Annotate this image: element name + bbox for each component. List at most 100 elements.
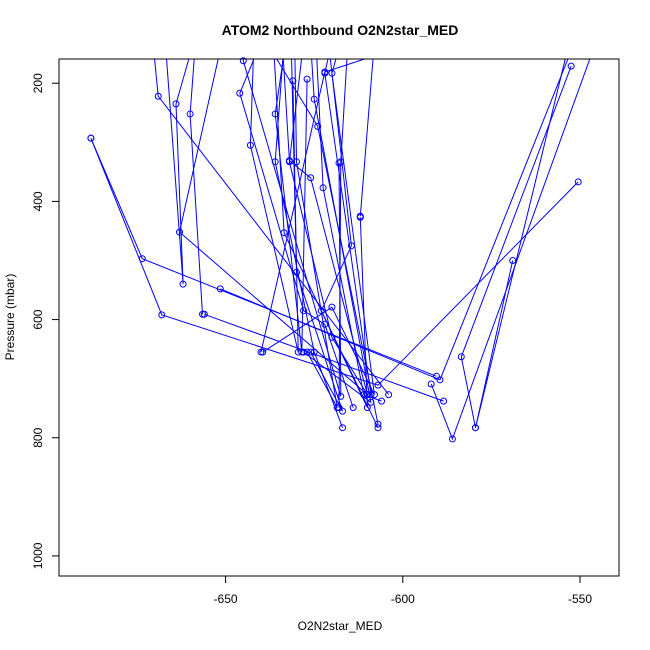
data-point <box>337 392 345 400</box>
profile-line-24 <box>154 59 389 395</box>
profile-line-6 <box>475 59 566 428</box>
data-point <box>335 159 343 167</box>
profile-line-8 <box>274 59 343 428</box>
data-point <box>172 100 180 108</box>
profile-line-5 <box>460 65 572 428</box>
data-point <box>567 62 575 70</box>
data-point <box>292 158 300 166</box>
data-point <box>310 95 318 103</box>
data-point <box>186 110 194 118</box>
data-point <box>448 435 456 443</box>
plot-area-frame <box>58 58 620 577</box>
data-point <box>307 174 315 182</box>
data-point <box>328 333 336 341</box>
y-axis-label: Pressure (mbar) <box>3 274 17 361</box>
profile-line-2 <box>90 138 579 386</box>
data-point <box>436 376 444 384</box>
x-tick-label: -650 <box>214 592 238 606</box>
data-point <box>257 348 265 356</box>
profile-line-26 <box>282 59 368 395</box>
data-point <box>271 110 279 118</box>
x-axis-label: O2N2star_MED <box>298 619 383 633</box>
data-point <box>319 184 327 192</box>
data-point <box>303 75 311 83</box>
data-point <box>154 92 162 100</box>
data-point <box>289 77 297 85</box>
profile-line-4 <box>430 59 591 441</box>
y-tick-label: 200 <box>31 73 45 93</box>
profile-line-9 <box>239 59 354 408</box>
profile-line-30 <box>260 59 367 353</box>
y-tick-label: 600 <box>31 309 45 329</box>
profile-line-21 <box>166 59 190 285</box>
profile-line-13 <box>273 59 368 408</box>
data-point <box>349 404 357 412</box>
data-point <box>574 178 582 186</box>
profile-line-22 <box>189 59 203 315</box>
data-point <box>239 57 247 65</box>
data-point <box>310 348 318 356</box>
data-point <box>317 307 325 315</box>
data-point <box>370 391 378 399</box>
data-point <box>176 228 184 236</box>
x-axis: -650 -600 -550 <box>214 576 592 606</box>
data-point <box>321 68 329 76</box>
data-point <box>236 89 244 97</box>
profile-line-29 <box>276 59 379 425</box>
data-point <box>199 310 207 318</box>
data-point <box>339 424 347 432</box>
profile-line-14 <box>294 59 338 408</box>
data-point <box>87 134 95 142</box>
data-point <box>471 424 479 432</box>
profile-line-11 <box>262 59 375 395</box>
data-point <box>432 372 440 380</box>
x-tick-label: -600 <box>391 592 415 606</box>
data-point <box>363 391 371 399</box>
data-point <box>509 256 517 264</box>
data-point <box>158 311 166 319</box>
data-point <box>280 229 288 237</box>
profile-line-27 <box>338 59 348 408</box>
data-point <box>374 381 382 389</box>
data-point <box>303 348 311 356</box>
data-point <box>298 348 306 356</box>
data-point <box>339 407 347 415</box>
y-axis: 200 400 600 800 1000 <box>31 73 59 569</box>
chart-title: ATOM2 Northbound O2N2star_MED <box>222 22 459 38</box>
data-point <box>457 353 465 361</box>
data-point <box>179 280 187 288</box>
data-point <box>307 348 315 356</box>
data-point <box>363 404 371 412</box>
data-point <box>367 391 375 399</box>
data-point <box>321 320 329 328</box>
profile-line-1 <box>220 59 569 381</box>
data-point <box>378 397 386 405</box>
data-point <box>374 420 382 428</box>
data-point <box>314 122 322 130</box>
data-point <box>285 157 293 165</box>
data-point <box>300 307 308 315</box>
y-tick-label: 800 <box>31 427 45 447</box>
data-point <box>271 158 279 166</box>
data-point <box>328 69 336 77</box>
data-point <box>356 212 364 220</box>
data-point <box>294 348 302 356</box>
data-point <box>246 141 254 149</box>
profile-line-18 <box>249 59 299 353</box>
x-tick-label: -550 <box>568 592 592 606</box>
profile-line-23 <box>178 59 368 395</box>
profile-line-16 <box>291 59 343 412</box>
profile-line-3 <box>90 138 437 377</box>
data-point <box>440 397 448 405</box>
series-layer <box>90 59 591 441</box>
data-point <box>427 380 435 388</box>
data-point <box>360 391 368 399</box>
data-point <box>138 255 146 263</box>
profile-line-28 <box>359 59 374 217</box>
y-tick-label: 400 <box>31 191 45 211</box>
data-point <box>385 391 393 399</box>
data-point <box>292 268 300 276</box>
points-layer <box>87 57 582 443</box>
data-point <box>367 398 375 406</box>
data-point <box>216 285 224 293</box>
